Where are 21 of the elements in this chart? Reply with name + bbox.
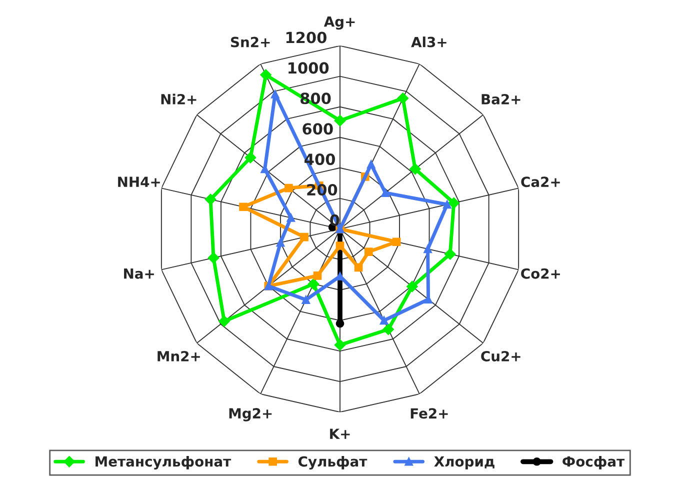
spoke-label: Mg2+: [229, 408, 272, 422]
spoke-label: Cu2+: [481, 350, 520, 362]
y-tick-label: 1000: [288, 62, 329, 74]
spoke-label: Co2+: [521, 268, 560, 279]
spoke-label: Ni2+: [161, 94, 196, 104]
spoke-label: Mn2+: [158, 350, 200, 362]
spoke-label: Fe2+: [410, 408, 448, 419]
legend-label: Метансульфонат: [96, 456, 232, 470]
spoke-label: Ca2+: [521, 176, 560, 188]
y-tick-label: 600: [302, 123, 333, 135]
legend-label: Фосфат: [562, 456, 625, 470]
spoke-label: Ba2+: [482, 94, 520, 104]
spoke-label: K+: [330, 428, 350, 439]
spoke-label: Ag+: [324, 16, 355, 30]
spoke-label: Sn2+: [230, 36, 270, 48]
legend-label: Хлорид: [434, 456, 494, 470]
y-tick-label: 1200: [286, 32, 326, 44]
spoke-label: NH4+: [118, 176, 160, 187]
spoke-label: Al3+: [411, 36, 446, 48]
spoke-label: Na+: [124, 268, 154, 279]
legend-label: Сульфат: [298, 456, 368, 470]
